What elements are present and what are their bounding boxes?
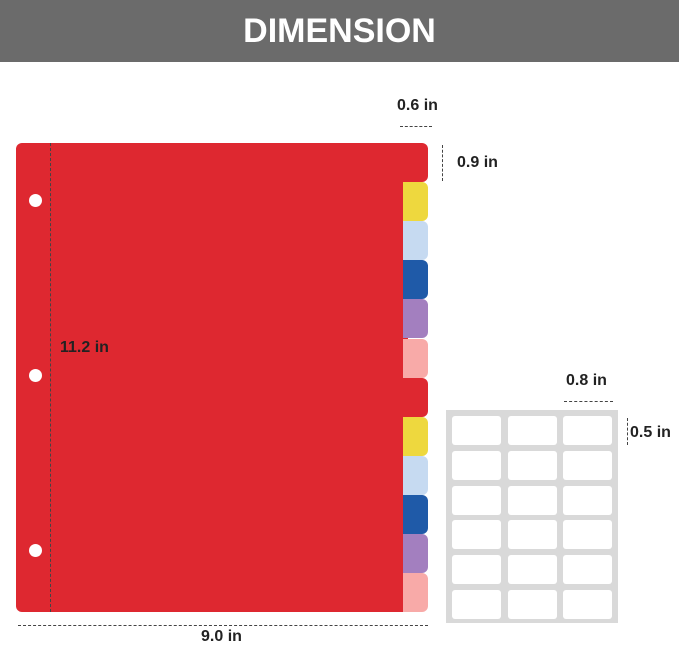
blank-label xyxy=(507,555,557,585)
blank-label xyxy=(507,590,557,619)
width-dimension-line xyxy=(18,625,428,626)
blank-label xyxy=(452,416,501,445)
label-sheet xyxy=(446,410,618,623)
divider-tab xyxy=(403,338,428,378)
binder-hole xyxy=(29,369,42,382)
tab-width-line xyxy=(400,126,432,127)
tab-height-line xyxy=(442,145,443,181)
blank-label xyxy=(563,485,612,515)
page-title: DIMENSION xyxy=(0,0,679,62)
binder-hole xyxy=(29,544,42,557)
divider-tab xyxy=(403,260,428,300)
divider-tab xyxy=(403,299,428,339)
blank-label xyxy=(563,416,612,445)
blank-label xyxy=(563,520,612,550)
blank-label xyxy=(563,450,612,480)
blank-label xyxy=(452,450,501,480)
divider-tab xyxy=(403,143,428,182)
divider-tab xyxy=(403,455,428,495)
divider-tab xyxy=(403,221,428,261)
divider-body xyxy=(16,143,408,612)
divider-tab xyxy=(403,534,428,573)
blank-label xyxy=(563,590,612,619)
label-height-label: 0.5 in xyxy=(630,424,671,441)
blank-label xyxy=(507,450,557,480)
blank-label xyxy=(452,590,501,619)
height-label: 11.2 in xyxy=(60,339,109,356)
blank-label xyxy=(507,485,557,515)
tab-width-label: 0.6 in xyxy=(397,97,438,114)
divider-tab xyxy=(403,377,428,417)
binder-hole xyxy=(29,194,42,207)
divider-tab xyxy=(403,182,428,222)
blank-label xyxy=(452,485,501,515)
divider-tab xyxy=(403,573,428,613)
blank-label xyxy=(507,520,557,550)
width-label: 9.0 in xyxy=(201,628,242,645)
tab-height-label: 0.9 in xyxy=(457,154,498,171)
divider-tab xyxy=(403,416,428,456)
blank-label xyxy=(452,555,501,585)
blank-label xyxy=(507,416,557,445)
label-height-line xyxy=(627,418,628,445)
label-width-label: 0.8 in xyxy=(566,372,607,389)
divider-tab xyxy=(403,494,428,534)
blank-label xyxy=(563,555,612,585)
label-width-line xyxy=(564,401,613,402)
blank-label xyxy=(452,520,501,550)
height-dimension-line xyxy=(50,143,51,612)
